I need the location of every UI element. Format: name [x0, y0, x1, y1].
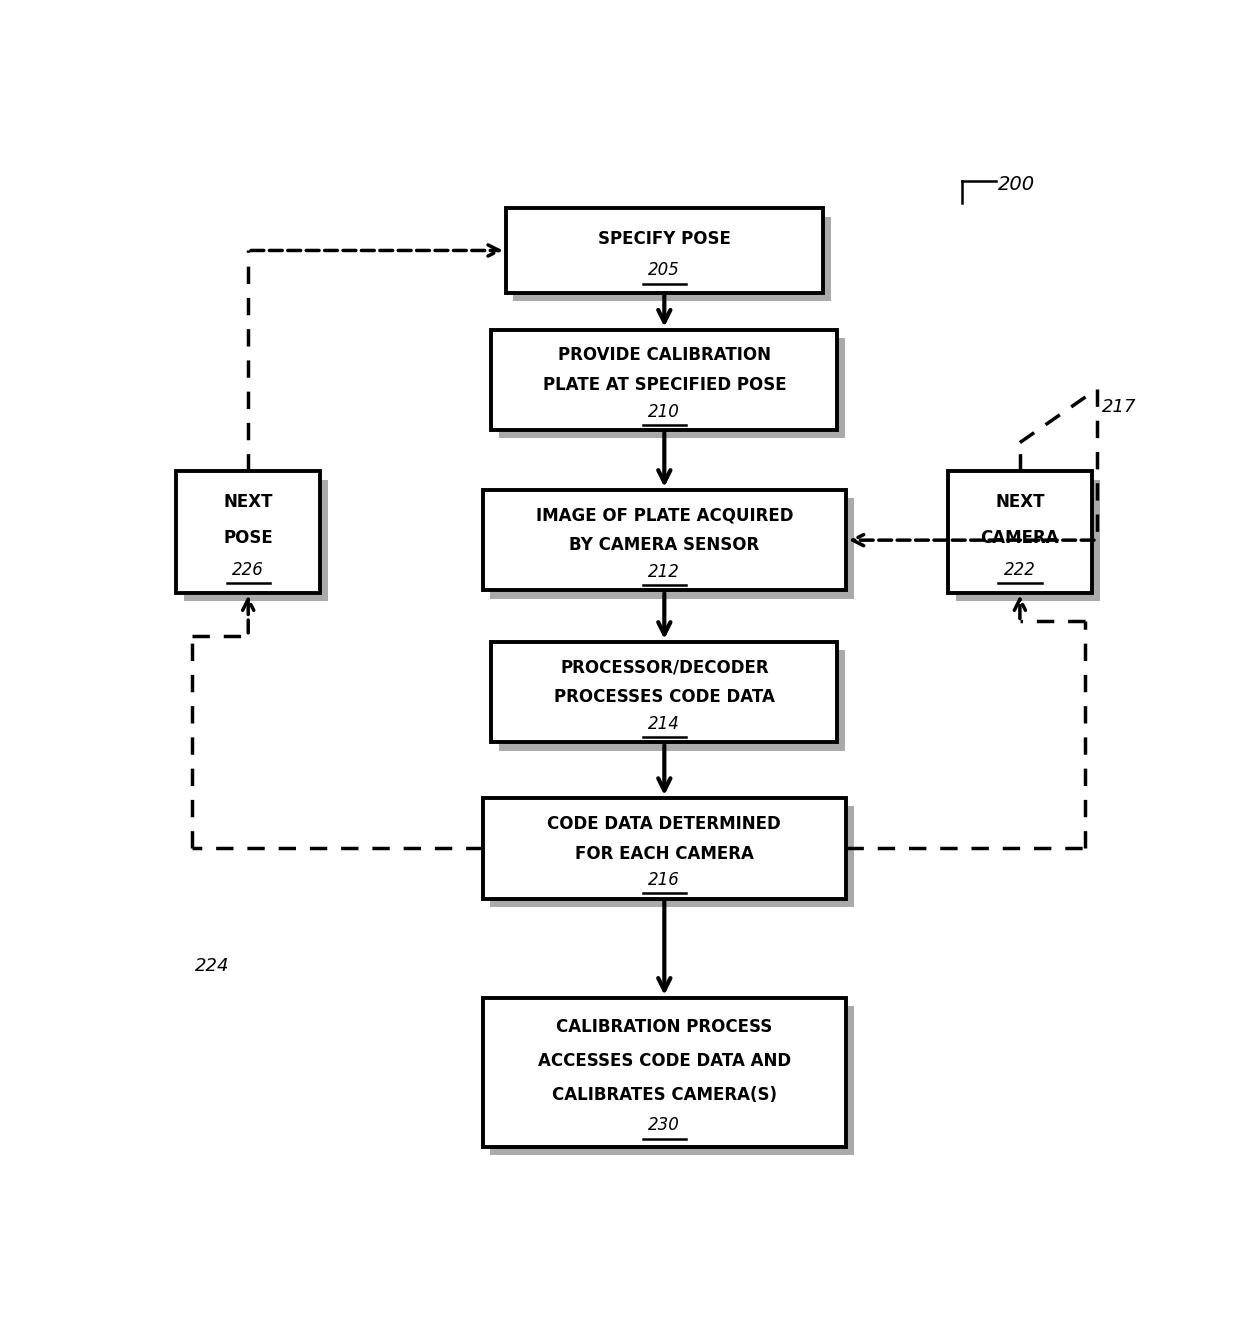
Text: PROCESSOR/DECODER: PROCESSOR/DECODER — [560, 659, 769, 676]
Text: POSE: POSE — [223, 530, 273, 547]
Text: NEXT: NEXT — [223, 494, 273, 511]
FancyBboxPatch shape — [498, 338, 844, 439]
Text: 205: 205 — [649, 261, 681, 279]
FancyBboxPatch shape — [491, 329, 837, 431]
FancyBboxPatch shape — [490, 806, 853, 907]
FancyBboxPatch shape — [482, 798, 846, 899]
Text: CODE DATA DETERMINED: CODE DATA DETERMINED — [547, 815, 781, 832]
Text: FOR EACH CAMERA: FOR EACH CAMERA — [575, 844, 754, 863]
Text: CALIBRATION PROCESS: CALIBRATION PROCESS — [557, 1018, 773, 1035]
FancyBboxPatch shape — [176, 471, 320, 592]
Text: 214: 214 — [649, 715, 681, 732]
FancyBboxPatch shape — [498, 650, 844, 751]
Text: SPECIFY POSE: SPECIFY POSE — [598, 229, 730, 248]
FancyBboxPatch shape — [491, 642, 837, 743]
Text: 212: 212 — [649, 563, 681, 580]
Text: IMAGE OF PLATE ACQUIRED: IMAGE OF PLATE ACQUIRED — [536, 507, 794, 524]
Text: CALIBRATES CAMERA(S): CALIBRATES CAMERA(S) — [552, 1086, 776, 1105]
Text: PROVIDE CALIBRATION: PROVIDE CALIBRATION — [558, 346, 771, 364]
Text: 216: 216 — [649, 871, 681, 888]
FancyBboxPatch shape — [506, 208, 823, 292]
Text: ACCESSES CODE DATA AND: ACCESSES CODE DATA AND — [538, 1053, 791, 1070]
Text: PROCESSES CODE DATA: PROCESSES CODE DATA — [554, 688, 775, 707]
FancyBboxPatch shape — [482, 490, 846, 591]
Text: PLATE AT SPECIFIED POSE: PLATE AT SPECIFIED POSE — [543, 376, 786, 394]
Text: CAMERA: CAMERA — [981, 530, 1059, 547]
Text: NEXT: NEXT — [996, 494, 1044, 511]
Text: 222: 222 — [1004, 562, 1035, 579]
Text: 230: 230 — [649, 1117, 681, 1134]
Text: 224: 224 — [196, 958, 229, 975]
FancyBboxPatch shape — [947, 471, 1092, 592]
Text: 200: 200 — [998, 175, 1035, 195]
Text: 226: 226 — [232, 562, 264, 579]
FancyBboxPatch shape — [482, 998, 846, 1147]
FancyBboxPatch shape — [184, 479, 327, 600]
FancyBboxPatch shape — [956, 479, 1100, 600]
FancyBboxPatch shape — [490, 498, 853, 599]
FancyBboxPatch shape — [490, 1006, 853, 1155]
Text: 210: 210 — [649, 403, 681, 420]
FancyBboxPatch shape — [513, 216, 831, 300]
Text: BY CAMERA SENSOR: BY CAMERA SENSOR — [569, 536, 759, 555]
Text: 217: 217 — [1101, 398, 1136, 416]
